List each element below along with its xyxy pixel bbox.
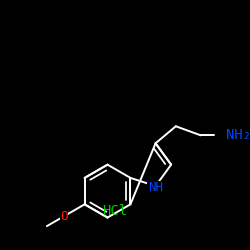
Text: HCl: HCl: [102, 204, 127, 218]
Text: NH: NH: [148, 181, 163, 194]
Text: O: O: [60, 210, 68, 223]
Text: NH₂: NH₂: [226, 128, 250, 142]
